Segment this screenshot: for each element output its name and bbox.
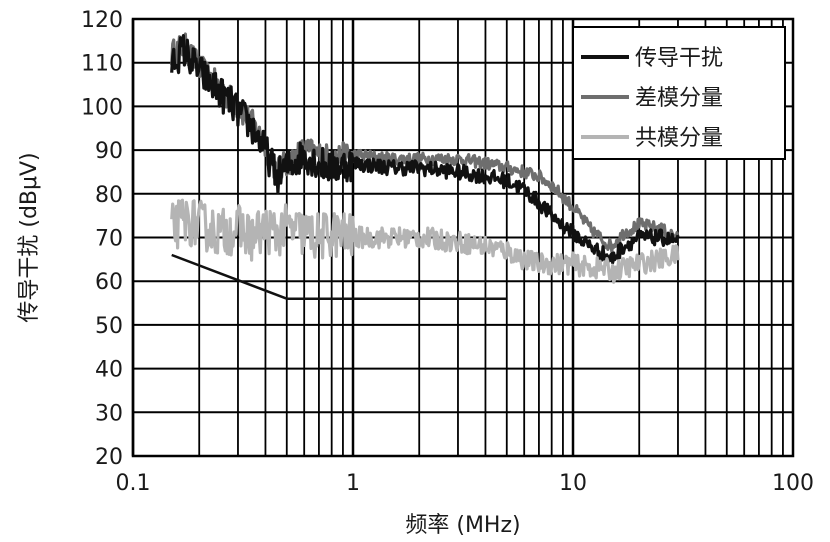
y-axis-label: 传导干扰 (dBμV): [17, 152, 42, 322]
y-tick-label: 120: [81, 8, 123, 33]
x-tick-label: 0.1: [116, 471, 151, 496]
y-tick-label: 30: [95, 401, 123, 426]
y-tick-label: 60: [95, 270, 123, 295]
y-tick-label: 50: [95, 314, 123, 339]
legend-label-common: 共模分量: [635, 126, 723, 151]
y-tick-label: 110: [81, 52, 123, 77]
y-tick-label: 70: [95, 227, 123, 252]
legend: 传导干扰 差模分量 共模分量: [572, 26, 786, 160]
y-tick-label: 100: [81, 95, 123, 120]
y-tick-label: 90: [95, 139, 123, 164]
x-tick-label: 100: [772, 471, 814, 496]
series-group: [170, 32, 680, 300]
y-tick-label: 40: [95, 358, 123, 383]
x-axis-label: 频率 (MHz): [405, 513, 520, 538]
series-common: [170, 198, 680, 284]
x-tick-label: 10: [559, 471, 587, 496]
legend-label-differential: 差模分量: [635, 86, 723, 111]
y-tick-label: 80: [95, 183, 123, 208]
legend-label-conducted: 传导干扰: [635, 46, 723, 71]
plot-frame: [131, 17, 795, 458]
y-tick-label: 20: [95, 445, 123, 470]
x-tick-label: 1: [346, 471, 360, 496]
limit-line: [171, 253, 507, 300]
series-conducted: [170, 33, 680, 265]
